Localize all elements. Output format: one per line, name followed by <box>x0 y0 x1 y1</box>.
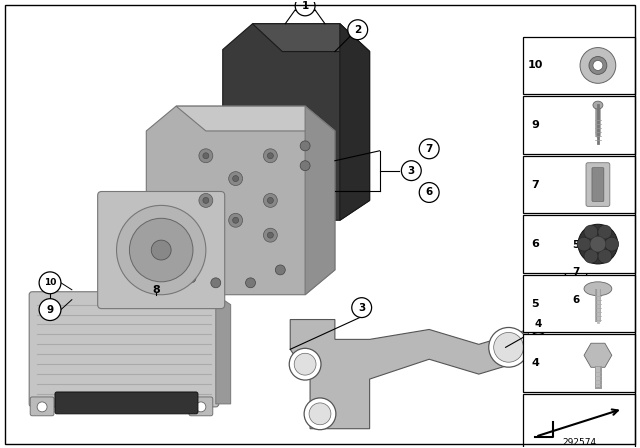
Circle shape <box>289 348 321 380</box>
Text: 7: 7 <box>426 144 433 154</box>
Circle shape <box>309 403 331 425</box>
Text: 6: 6 <box>426 188 433 198</box>
Circle shape <box>116 205 206 295</box>
Text: 292574: 292574 <box>562 438 596 447</box>
FancyBboxPatch shape <box>586 163 610 207</box>
Circle shape <box>275 265 285 275</box>
FancyBboxPatch shape <box>592 168 604 202</box>
Circle shape <box>246 278 255 288</box>
Circle shape <box>590 236 606 252</box>
Circle shape <box>304 398 336 430</box>
Circle shape <box>264 194 277 207</box>
Circle shape <box>39 272 61 294</box>
Circle shape <box>489 327 529 367</box>
Polygon shape <box>223 24 370 220</box>
Bar <box>524 275 635 332</box>
Text: 2: 2 <box>354 25 362 34</box>
Text: 7: 7 <box>531 180 540 190</box>
Circle shape <box>419 183 439 202</box>
Ellipse shape <box>584 282 612 296</box>
Text: 4: 4 <box>534 319 542 329</box>
Circle shape <box>352 298 372 318</box>
FancyBboxPatch shape <box>55 392 198 414</box>
Circle shape <box>401 161 421 181</box>
Circle shape <box>203 153 209 159</box>
Circle shape <box>228 172 243 185</box>
Circle shape <box>419 139 439 159</box>
Circle shape <box>565 261 587 283</box>
Circle shape <box>129 218 193 282</box>
Circle shape <box>593 60 603 70</box>
Circle shape <box>233 176 239 181</box>
Circle shape <box>565 234 587 256</box>
Circle shape <box>268 232 273 238</box>
Text: 10: 10 <box>44 278 56 287</box>
Bar <box>524 215 635 273</box>
Text: 5: 5 <box>572 240 580 250</box>
Polygon shape <box>340 24 370 220</box>
Bar <box>524 37 635 94</box>
FancyBboxPatch shape <box>30 397 54 416</box>
Circle shape <box>589 56 607 74</box>
Circle shape <box>577 237 591 251</box>
Text: 5: 5 <box>532 299 539 309</box>
Text: 3: 3 <box>408 166 415 176</box>
Circle shape <box>578 224 618 264</box>
Polygon shape <box>290 319 529 429</box>
Circle shape <box>565 289 587 310</box>
Bar <box>524 96 635 154</box>
Polygon shape <box>584 343 612 367</box>
Bar <box>524 394 635 448</box>
Circle shape <box>211 278 221 288</box>
Circle shape <box>268 153 273 159</box>
Circle shape <box>598 249 612 263</box>
Circle shape <box>295 0 315 16</box>
Circle shape <box>37 402 47 412</box>
Text: 6: 6 <box>572 295 580 305</box>
Text: 3: 3 <box>358 302 365 313</box>
Text: 9: 9 <box>47 305 54 314</box>
Text: 7: 7 <box>572 267 580 277</box>
Circle shape <box>151 240 171 260</box>
Bar <box>524 334 635 392</box>
Text: 8: 8 <box>152 285 160 295</box>
Ellipse shape <box>593 101 603 109</box>
Circle shape <box>264 149 277 163</box>
Circle shape <box>39 299 61 320</box>
Circle shape <box>294 353 316 375</box>
Circle shape <box>300 161 310 171</box>
Polygon shape <box>253 24 370 52</box>
Circle shape <box>605 237 619 251</box>
FancyBboxPatch shape <box>29 292 219 407</box>
Circle shape <box>228 213 243 227</box>
Polygon shape <box>216 295 230 404</box>
Circle shape <box>584 249 598 263</box>
Circle shape <box>300 141 310 151</box>
Circle shape <box>199 149 213 163</box>
Circle shape <box>493 332 524 362</box>
Text: 10: 10 <box>528 60 543 70</box>
Circle shape <box>199 194 213 207</box>
Polygon shape <box>147 106 335 295</box>
Polygon shape <box>176 106 335 131</box>
Circle shape <box>186 273 196 283</box>
Bar <box>524 156 635 213</box>
Circle shape <box>196 402 206 412</box>
Circle shape <box>529 314 548 334</box>
Circle shape <box>233 217 239 223</box>
Text: 9: 9 <box>531 120 540 130</box>
Circle shape <box>584 225 598 239</box>
Circle shape <box>203 198 209 203</box>
Text: 6: 6 <box>531 239 540 249</box>
Polygon shape <box>305 106 335 295</box>
Text: 1: 1 <box>301 1 308 11</box>
Circle shape <box>268 198 273 203</box>
Circle shape <box>580 47 616 83</box>
Circle shape <box>598 225 612 239</box>
FancyBboxPatch shape <box>98 191 225 309</box>
Circle shape <box>348 20 367 39</box>
FancyBboxPatch shape <box>189 397 213 416</box>
Circle shape <box>264 228 277 242</box>
Text: 4: 4 <box>531 358 540 368</box>
